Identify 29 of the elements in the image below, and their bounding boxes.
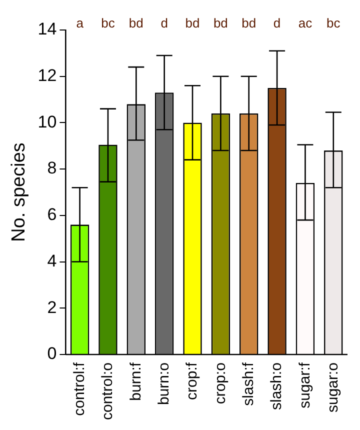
x-tick-label: burn:f [127,362,144,401]
y-tick-label: 2 [47,298,57,317]
x-tick-label: crop:o [212,362,229,404]
annotation: bd [242,16,256,31]
annotation: bd [213,16,228,31]
x-tick-label: slash:f [240,362,258,406]
x-tick-label: control:o [99,362,116,420]
annotation: bd [185,16,200,31]
x-tick-label: burn:o [155,362,172,406]
y-tick-label: 8 [47,158,57,178]
y-axis-title: No. species [8,142,30,242]
x-tick-label: crop:f [184,362,201,400]
x-tick-label: slash:o [268,362,286,410]
y-tick-label: 4 [47,251,57,270]
annotation: d [273,16,281,31]
annotation: bd [128,16,144,31]
y-tick-label: 6 [47,205,57,224]
x-tick-label: sugar:o [324,362,342,413]
annotation: ac [298,16,313,31]
y-tick-label: 12 [38,66,57,86]
x-tick-label: sugar:f [296,362,314,408]
annotation: a [76,16,84,31]
y-tick-label: 14 [38,20,57,39]
annotation: d [160,16,168,31]
x-tick-label: control:f [70,362,88,416]
annotation: bc [101,16,116,31]
y-tick-label: 10 [38,112,57,132]
y-tick-label: 0 [47,344,57,364]
annotation: bc [326,16,341,31]
